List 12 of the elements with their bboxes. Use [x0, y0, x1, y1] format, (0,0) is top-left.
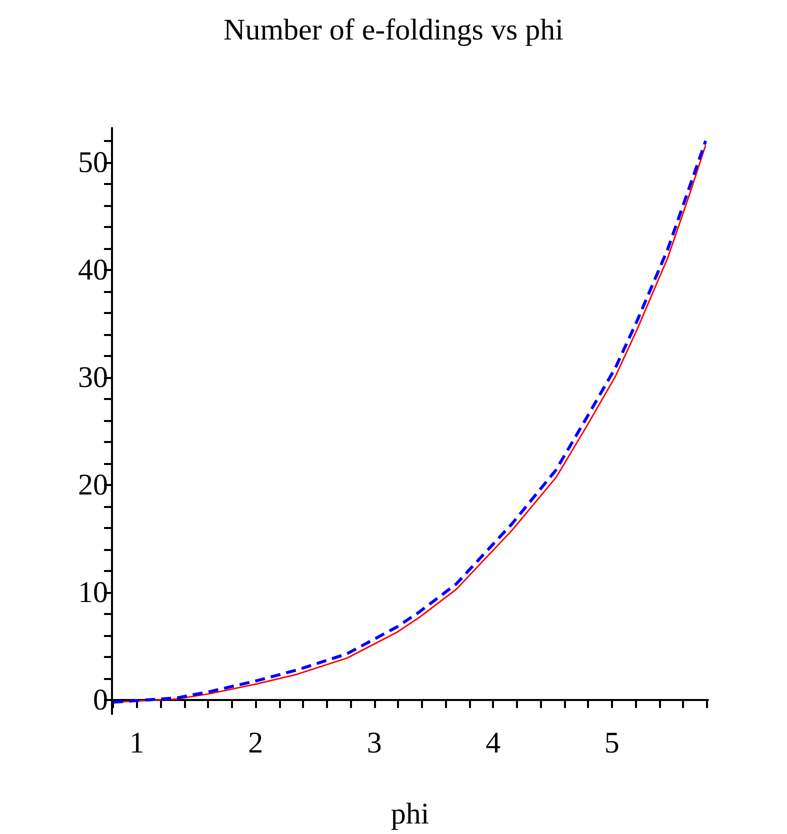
x-tick-label: 1 — [129, 726, 144, 760]
x-tick-label: 2 — [248, 726, 264, 760]
y-tick-label: 10 — [78, 576, 108, 609]
x-tick-label: 3 — [366, 726, 382, 760]
x-axis-title: phi — [390, 798, 430, 830]
y-tick-label: 30 — [78, 360, 108, 394]
y-tick-label: 20 — [78, 468, 108, 502]
x-tick-label: 5 — [604, 726, 620, 760]
chart-title: Number of e-foldings vs phi — [224, 14, 564, 46]
y-tick-label: 50 — [78, 146, 108, 179]
x-tick-label: 4 — [486, 726, 501, 760]
y-tick-label: 40 — [78, 253, 108, 286]
